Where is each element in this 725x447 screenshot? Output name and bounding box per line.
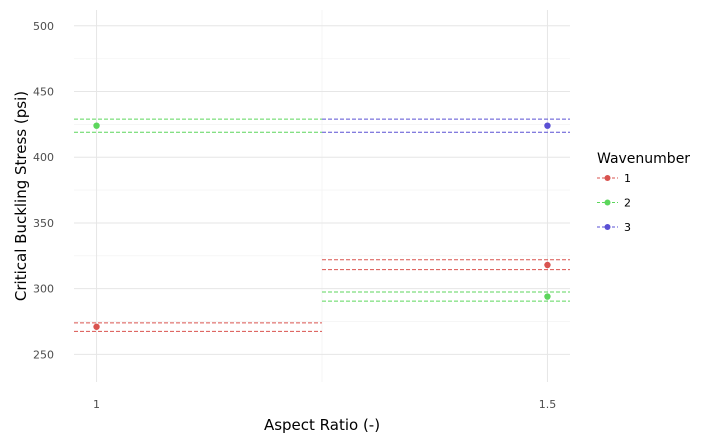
y-tick-label: 300 (33, 283, 54, 296)
legend-label-2: 2 (624, 197, 631, 210)
legend-key-point-2 (604, 199, 611, 206)
legend-label-1: 1 (624, 172, 631, 185)
y-tick-label: 400 (33, 151, 54, 164)
y-tick-label: 350 (33, 217, 54, 230)
x-tick-label: 1.5 (539, 398, 557, 411)
legend-key-point-1 (604, 175, 611, 181)
legend-label-3: 3 (624, 221, 631, 234)
data-point-series-3 (544, 122, 551, 129)
y-tick-label: 450 (33, 85, 54, 98)
legend-items: 1 2 3 (597, 172, 631, 234)
data-point-series-2 (93, 122, 100, 129)
legend-title: Wavenumber (597, 151, 690, 167)
data-point-series-2 (544, 293, 551, 300)
grid-layer (74, 10, 570, 382)
y-axis-title: Critical Buckling Stress (psi) (12, 91, 30, 301)
y-tick-label: 500 (33, 20, 54, 33)
legend: Wavenumber 1 2 3 (597, 151, 690, 234)
data-point-series-1 (544, 261, 551, 269)
legend-key-point-3 (604, 224, 611, 230)
y-tick-label: 250 (33, 348, 54, 361)
x-tick-label: 1 (93, 398, 100, 411)
data-point-series-1 (93, 323, 100, 330)
tick-layer: 250 300 350 400 450 500 1 1.5 (33, 20, 556, 411)
band-layer (74, 118, 570, 332)
x-axis-title: Aspect Ratio (-) (264, 416, 380, 434)
point-layer (93, 122, 551, 330)
